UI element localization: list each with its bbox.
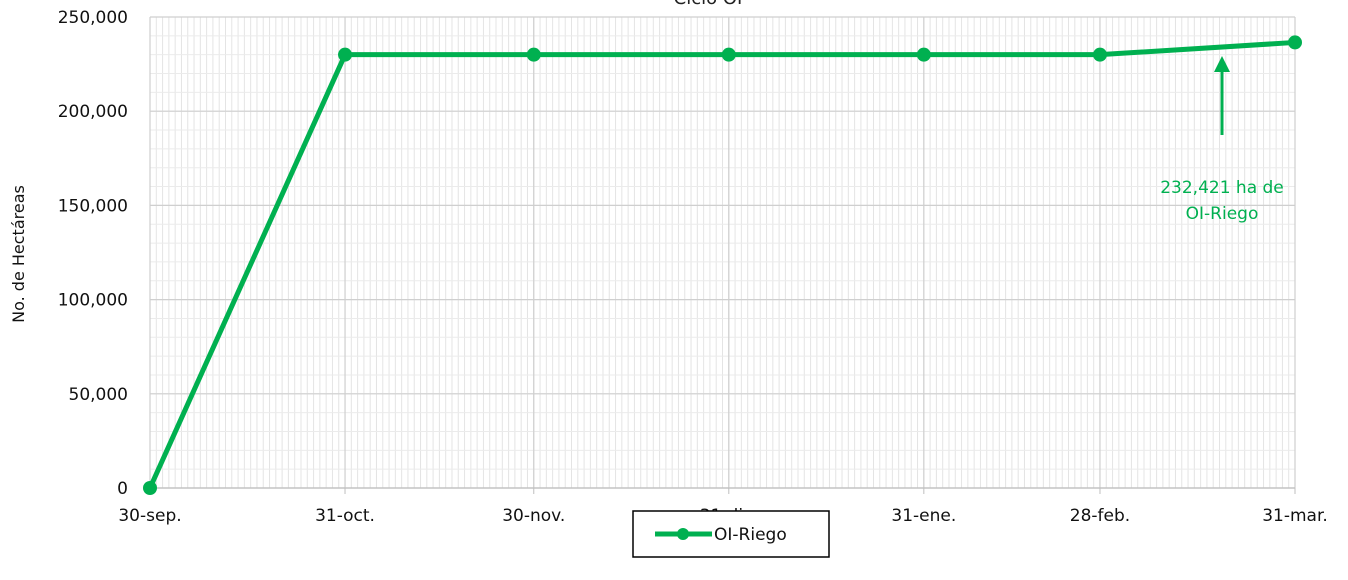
annotation-arrowhead: [1214, 56, 1230, 72]
minor-gridlines: [149, 16, 1296, 489]
chart-title: Ciclo OI: [674, 0, 743, 9]
y-tick-label: 0: [117, 479, 128, 499]
x-tick-label: 30-sep.: [118, 506, 181, 526]
legend: OI-Riego: [632, 510, 830, 558]
y-axis-ticks: 0 50,000 100,000 150,000 200,000 250,000: [58, 8, 128, 499]
data-point: [721, 47, 736, 62]
series-oi-riego: [143, 35, 1302, 495]
data-point: [338, 47, 353, 62]
x-tick-label: 28-feb.: [1070, 506, 1130, 526]
x-tick-label: 30-nov.: [502, 506, 565, 526]
data-point: [1092, 47, 1107, 62]
y-tick-label: 250,000: [58, 8, 128, 28]
annotation-line2: OI-Riego: [1186, 204, 1259, 224]
y-tick-label: 100,000: [58, 291, 128, 311]
y-axis-title: No. de Hectáreas: [9, 185, 28, 323]
data-point: [143, 481, 157, 495]
y-tick-label: 50,000: [69, 385, 128, 405]
legend-swatch-marker: [677, 528, 689, 540]
annotation: 232,421 ha de OI-Riego: [1160, 56, 1284, 224]
major-gridlines: [149, 16, 1296, 494]
y-tick-label: 150,000: [58, 196, 128, 216]
data-point: [1288, 35, 1302, 50]
legend-label: OI-Riego: [714, 525, 787, 545]
x-tick-label: 31-oct.: [315, 506, 375, 526]
data-point: [526, 47, 541, 62]
data-point: [916, 47, 931, 62]
annotation-line1: 232,421 ha de: [1160, 178, 1284, 198]
y-tick-label: 200,000: [58, 102, 128, 122]
x-tick-label: 31-mar.: [1262, 506, 1328, 526]
x-tick-label: 31-ene.: [891, 506, 956, 526]
